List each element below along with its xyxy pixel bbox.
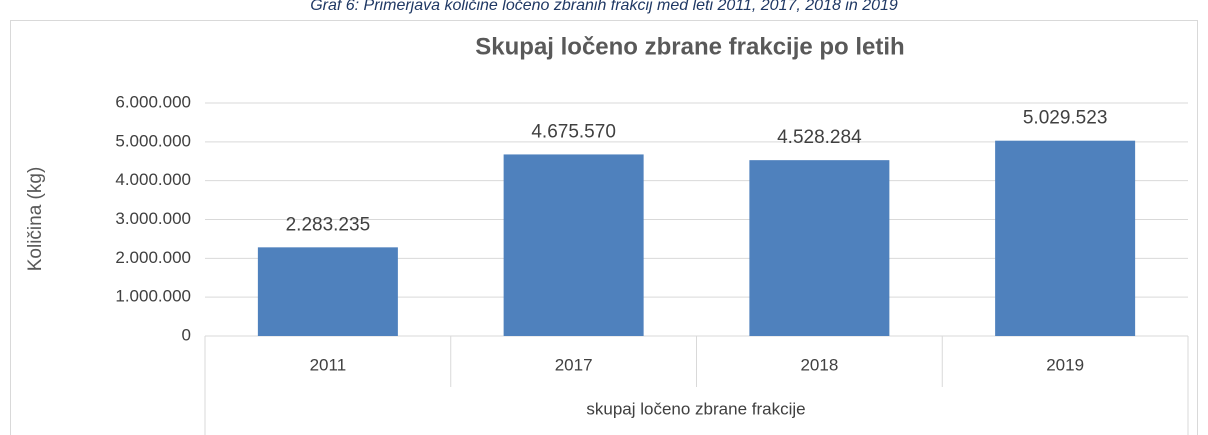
y-tick-label: 0 (182, 325, 191, 344)
chart-title: Skupaj ločeno zbrane frakcije po letih (475, 33, 904, 60)
y-tick-label: 3.000.000 (115, 209, 191, 228)
bar (257, 247, 398, 336)
x-tick-label: 2019 (1046, 355, 1084, 374)
data-label: 5.029.523 (1023, 108, 1108, 129)
data-label: 4.528.284 (777, 127, 862, 148)
bar (749, 160, 890, 336)
bar (995, 140, 1136, 336)
x-tick-label: 2017 (555, 355, 593, 374)
x-tick-label: 2018 (800, 355, 838, 374)
y-tick-label: 2.000.000 (115, 248, 191, 267)
data-label: 4.675.570 (531, 121, 616, 142)
y-tick-label: 4.000.000 (115, 170, 191, 189)
data-label: 2.283.235 (286, 214, 371, 235)
chart-frame (10, 20, 1198, 435)
y-tick-label: 5.000.000 (115, 131, 191, 150)
caption: Graf 6: Primerjava količine ločeno zbran… (310, 0, 898, 14)
y-tick-label: 1.000.000 (115, 287, 191, 306)
y-axis-label: Količina (kg) (25, 167, 46, 272)
y-tick-label: 6.000.000 (115, 92, 191, 111)
bar (503, 154, 644, 336)
x-axis-label: skupaj ločeno zbrane frakcije (586, 399, 805, 418)
x-tick-label: 2011 (310, 355, 347, 374)
